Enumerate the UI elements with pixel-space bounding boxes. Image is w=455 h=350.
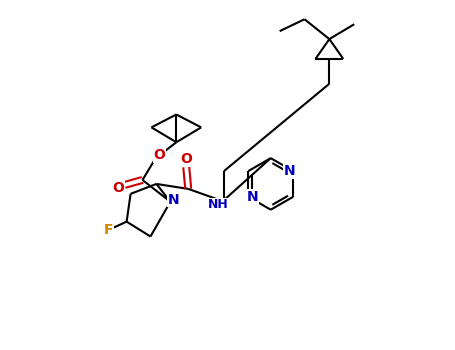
Text: N: N — [167, 193, 179, 207]
Text: NH: NH — [207, 198, 228, 211]
Text: N: N — [283, 164, 295, 178]
Text: N: N — [247, 190, 258, 204]
Text: O: O — [180, 152, 192, 166]
Text: O: O — [113, 181, 125, 195]
Text: O: O — [153, 148, 165, 162]
Text: F: F — [104, 223, 113, 237]
